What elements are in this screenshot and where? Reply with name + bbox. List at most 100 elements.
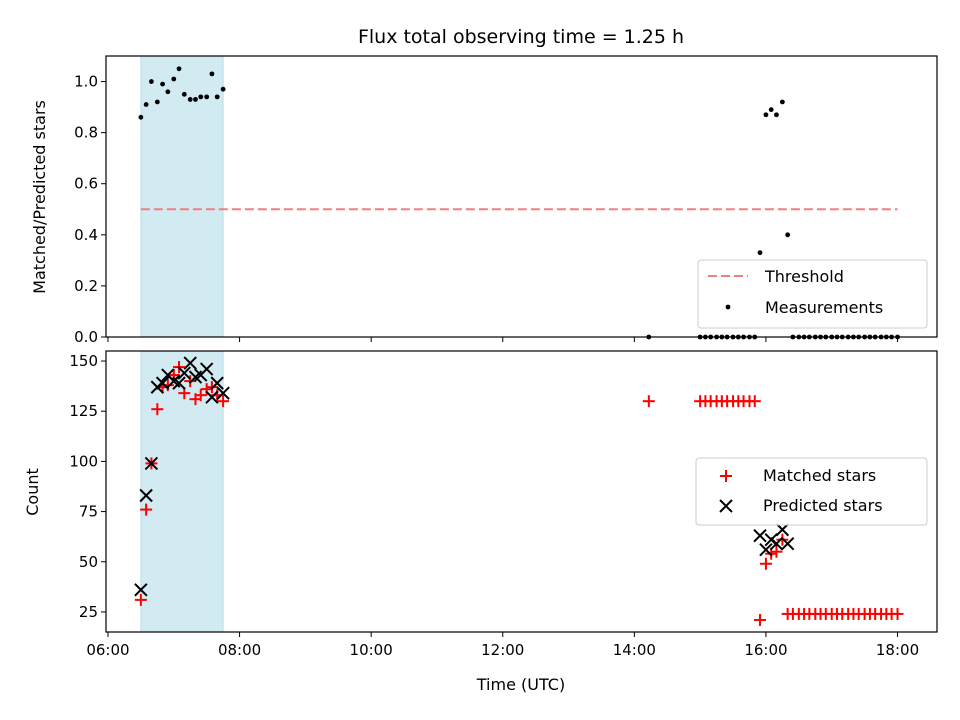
top-legend: Threshold Measurements (697, 259, 928, 329)
matched-star-point (754, 613, 767, 626)
matched-star-point (891, 607, 904, 620)
legend-threshold-label: Threshold (764, 267, 844, 286)
predicted-star-stroke (199, 362, 214, 376)
predicted-star-point (183, 356, 197, 370)
predicted-star-stroke (177, 366, 192, 380)
bottom-y-tick-label: 25 (79, 603, 98, 621)
predicted-star-stroke (759, 543, 773, 557)
predicted-star-stroke (216, 386, 230, 400)
bottom-y-tick-label: 150 (69, 352, 98, 370)
bottom-y-tick-label: 125 (69, 402, 98, 420)
chart-title: Flux total observing time = 1.25 h (358, 26, 684, 48)
predicted-star-stroke (753, 528, 767, 543)
bottom-x-tick-label: 06:00 (86, 641, 129, 659)
bottom-panel: 25 50 75 100 125 150 06:00 08:00 10:00 12:00 14:0… (23, 350, 938, 694)
measurement-point (209, 71, 215, 77)
measurement-point (763, 112, 769, 118)
measurement-point (148, 79, 154, 84)
predicted-star-point (769, 536, 784, 551)
measurement-point (214, 94, 220, 100)
bottom-legend: Matched stars Predicted stars (695, 457, 928, 526)
bottom-x-tick-label: 08:00 (218, 641, 261, 659)
predicted-star-point (210, 376, 224, 390)
predicted-stars-series (134, 356, 795, 597)
top-y-axis-label: Matched/Predicted stars (30, 100, 49, 294)
measurement-point (198, 94, 204, 100)
predicted-star-stroke (144, 456, 159, 471)
predicted-star-stroke (775, 522, 790, 537)
top-y-tick-label: 0.4 (74, 226, 98, 244)
matched-star-point (134, 593, 147, 606)
bottom-y-tick-label: 100 (69, 452, 98, 470)
measurement-point (181, 91, 187, 97)
top-y-tick-label: 0.6 (74, 175, 98, 193)
legend-predicted-swatch (719, 499, 733, 513)
predicted-star-stroke (155, 376, 170, 390)
predicted-star-point (216, 386, 230, 400)
measurement-point (187, 97, 193, 102)
measurement-point (779, 99, 785, 105)
bottom-y-tick-label: 75 (79, 503, 98, 521)
top-panel: Flux total observing time = 1.25 h 0.0 0.… (30, 26, 938, 346)
measurement-point (176, 66, 182, 72)
measurement-point (138, 114, 144, 120)
measurement-point (220, 86, 226, 92)
predicted-star-point (172, 376, 186, 390)
bottom-x-tick-label: 12:00 (481, 641, 524, 659)
predicted-star-stroke (210, 376, 224, 390)
measurement-point (785, 232, 791, 238)
legend-matched-swatch (720, 470, 732, 482)
measurement-point (768, 107, 774, 113)
matched-star-point (748, 395, 761, 408)
predicted-star-point (144, 456, 159, 471)
predicted-star-point (177, 366, 192, 380)
top-shaded-span-rect (140, 55, 224, 338)
measurement-point (757, 250, 763, 256)
predicted-star-stroke (780, 536, 795, 551)
matched-star-point (151, 403, 164, 416)
measurement-point (143, 102, 149, 107)
x-axis-label: Time (UTC) (476, 675, 565, 694)
top-axes-frame (105, 55, 938, 338)
predicted-star-point (775, 522, 790, 537)
bottom-x-tick-label: 14:00 (613, 641, 656, 659)
predicted-star-stroke (167, 374, 181, 388)
measurement-point (154, 99, 160, 105)
bottom-x-tick-label: 18:00 (876, 641, 919, 659)
bottom-x-tick-label: 10:00 (350, 641, 393, 659)
measurement-point (774, 112, 779, 118)
predicted-star-point (205, 390, 219, 404)
top-legend-box (697, 259, 928, 329)
top-y-tick-label: 0.0 (74, 328, 98, 346)
predicted-star-point (753, 528, 767, 543)
predicted-star-stroke (134, 583, 148, 597)
predicted-star-point (155, 376, 170, 390)
legend-matched-label: Matched stars (763, 466, 876, 485)
predicted-star-stroke (205, 390, 219, 404)
measurement-point (193, 97, 198, 102)
measurement-point (165, 89, 171, 95)
predicted-star-stroke (769, 536, 784, 551)
bottom-legend-box (695, 457, 928, 526)
predicted-star-point (780, 536, 795, 551)
predicted-star-stroke (183, 356, 197, 370)
top-y-tick-label: 1.0 (74, 73, 98, 91)
bottom-x-axis: 06:00 08:00 10:00 12:00 14:00 16:00 18:00 (86, 632, 919, 659)
top-y-tick-label: 0.2 (74, 277, 98, 295)
legend-measurements-label: Measurements (765, 298, 883, 317)
predicted-star-stroke (172, 376, 186, 390)
measurement-point (171, 76, 177, 82)
bottom-y-tick-label: 50 (79, 553, 98, 571)
bottom-y-axis-label: Count (23, 468, 42, 516)
bottom-axes-frame (105, 350, 938, 633)
bottom-y-axis: 25 50 75 100 125 150 (69, 352, 106, 621)
measurement-point (160, 81, 165, 87)
matched-star-point (140, 503, 153, 516)
matched-star-point (642, 395, 655, 408)
predicted-star-stroke (139, 488, 153, 503)
legend-measurements-swatch (725, 304, 731, 310)
top-shaded-span (140, 55, 224, 338)
matched-star-point (770, 545, 783, 558)
predicted-star-point (139, 488, 153, 503)
